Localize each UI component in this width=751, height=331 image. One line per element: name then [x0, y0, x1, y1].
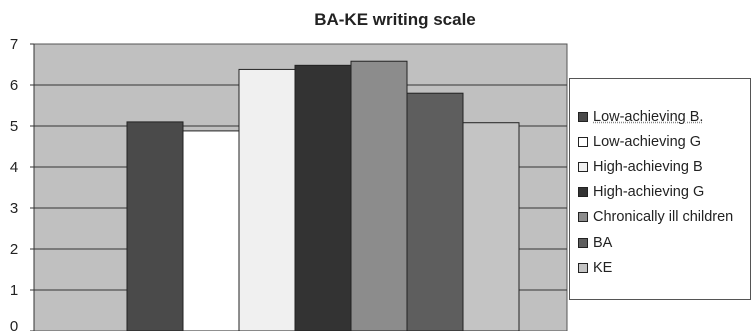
bar-low-achieving-b [126, 121, 184, 331]
legend-swatch [578, 212, 588, 222]
bar-ke [462, 122, 520, 331]
legend-item: High-achieving G [578, 184, 704, 200]
legend: Low-achieving B. Low-achieving G High-achi… [569, 78, 751, 300]
legend-item: Low-achieving B. [578, 109, 703, 125]
legend-label: KE [593, 260, 613, 276]
bar-chronically-ill-children [350, 60, 408, 331]
legend-swatch [578, 112, 588, 122]
y-tick-label: 4 [10, 159, 18, 176]
legend-item: High-achieving B [578, 159, 703, 175]
legend-swatch [578, 187, 588, 197]
bar-high-achieving-b [238, 68, 296, 331]
legend-item: Chronically ill children [578, 209, 733, 225]
legend-label: High-achieving G [593, 184, 705, 200]
legend-swatch [578, 238, 588, 248]
legend-item: KE [578, 260, 612, 276]
y-tick-label: 1 [10, 282, 18, 299]
y-tick-label: 0 [10, 318, 18, 331]
chart-title: BA-KE writing scale [314, 10, 476, 29]
y-tick-label: 7 [10, 36, 18, 53]
bar-ba [406, 92, 464, 331]
y-tick-label: 2 [10, 241, 18, 258]
bar-low-achieving-g [182, 130, 240, 331]
legend-swatch [578, 162, 588, 172]
legend-item: Low-achieving G [578, 134, 701, 150]
y-tick-label: 5 [10, 118, 18, 135]
legend-label: Low-achieving G [593, 134, 701, 150]
legend-swatch [578, 263, 588, 273]
legend-swatch [578, 137, 588, 147]
bar-high-achieving-g [294, 64, 352, 331]
y-tick-label: 6 [10, 77, 18, 94]
legend-label: Low-achieving B. [593, 109, 704, 125]
legend-label: BA [593, 235, 613, 251]
legend-label: High-achieving B [593, 159, 703, 175]
legend-label: Chronically ill children [593, 209, 734, 225]
y-tick-label: 3 [10, 200, 18, 217]
legend-item: BA [578, 235, 612, 251]
